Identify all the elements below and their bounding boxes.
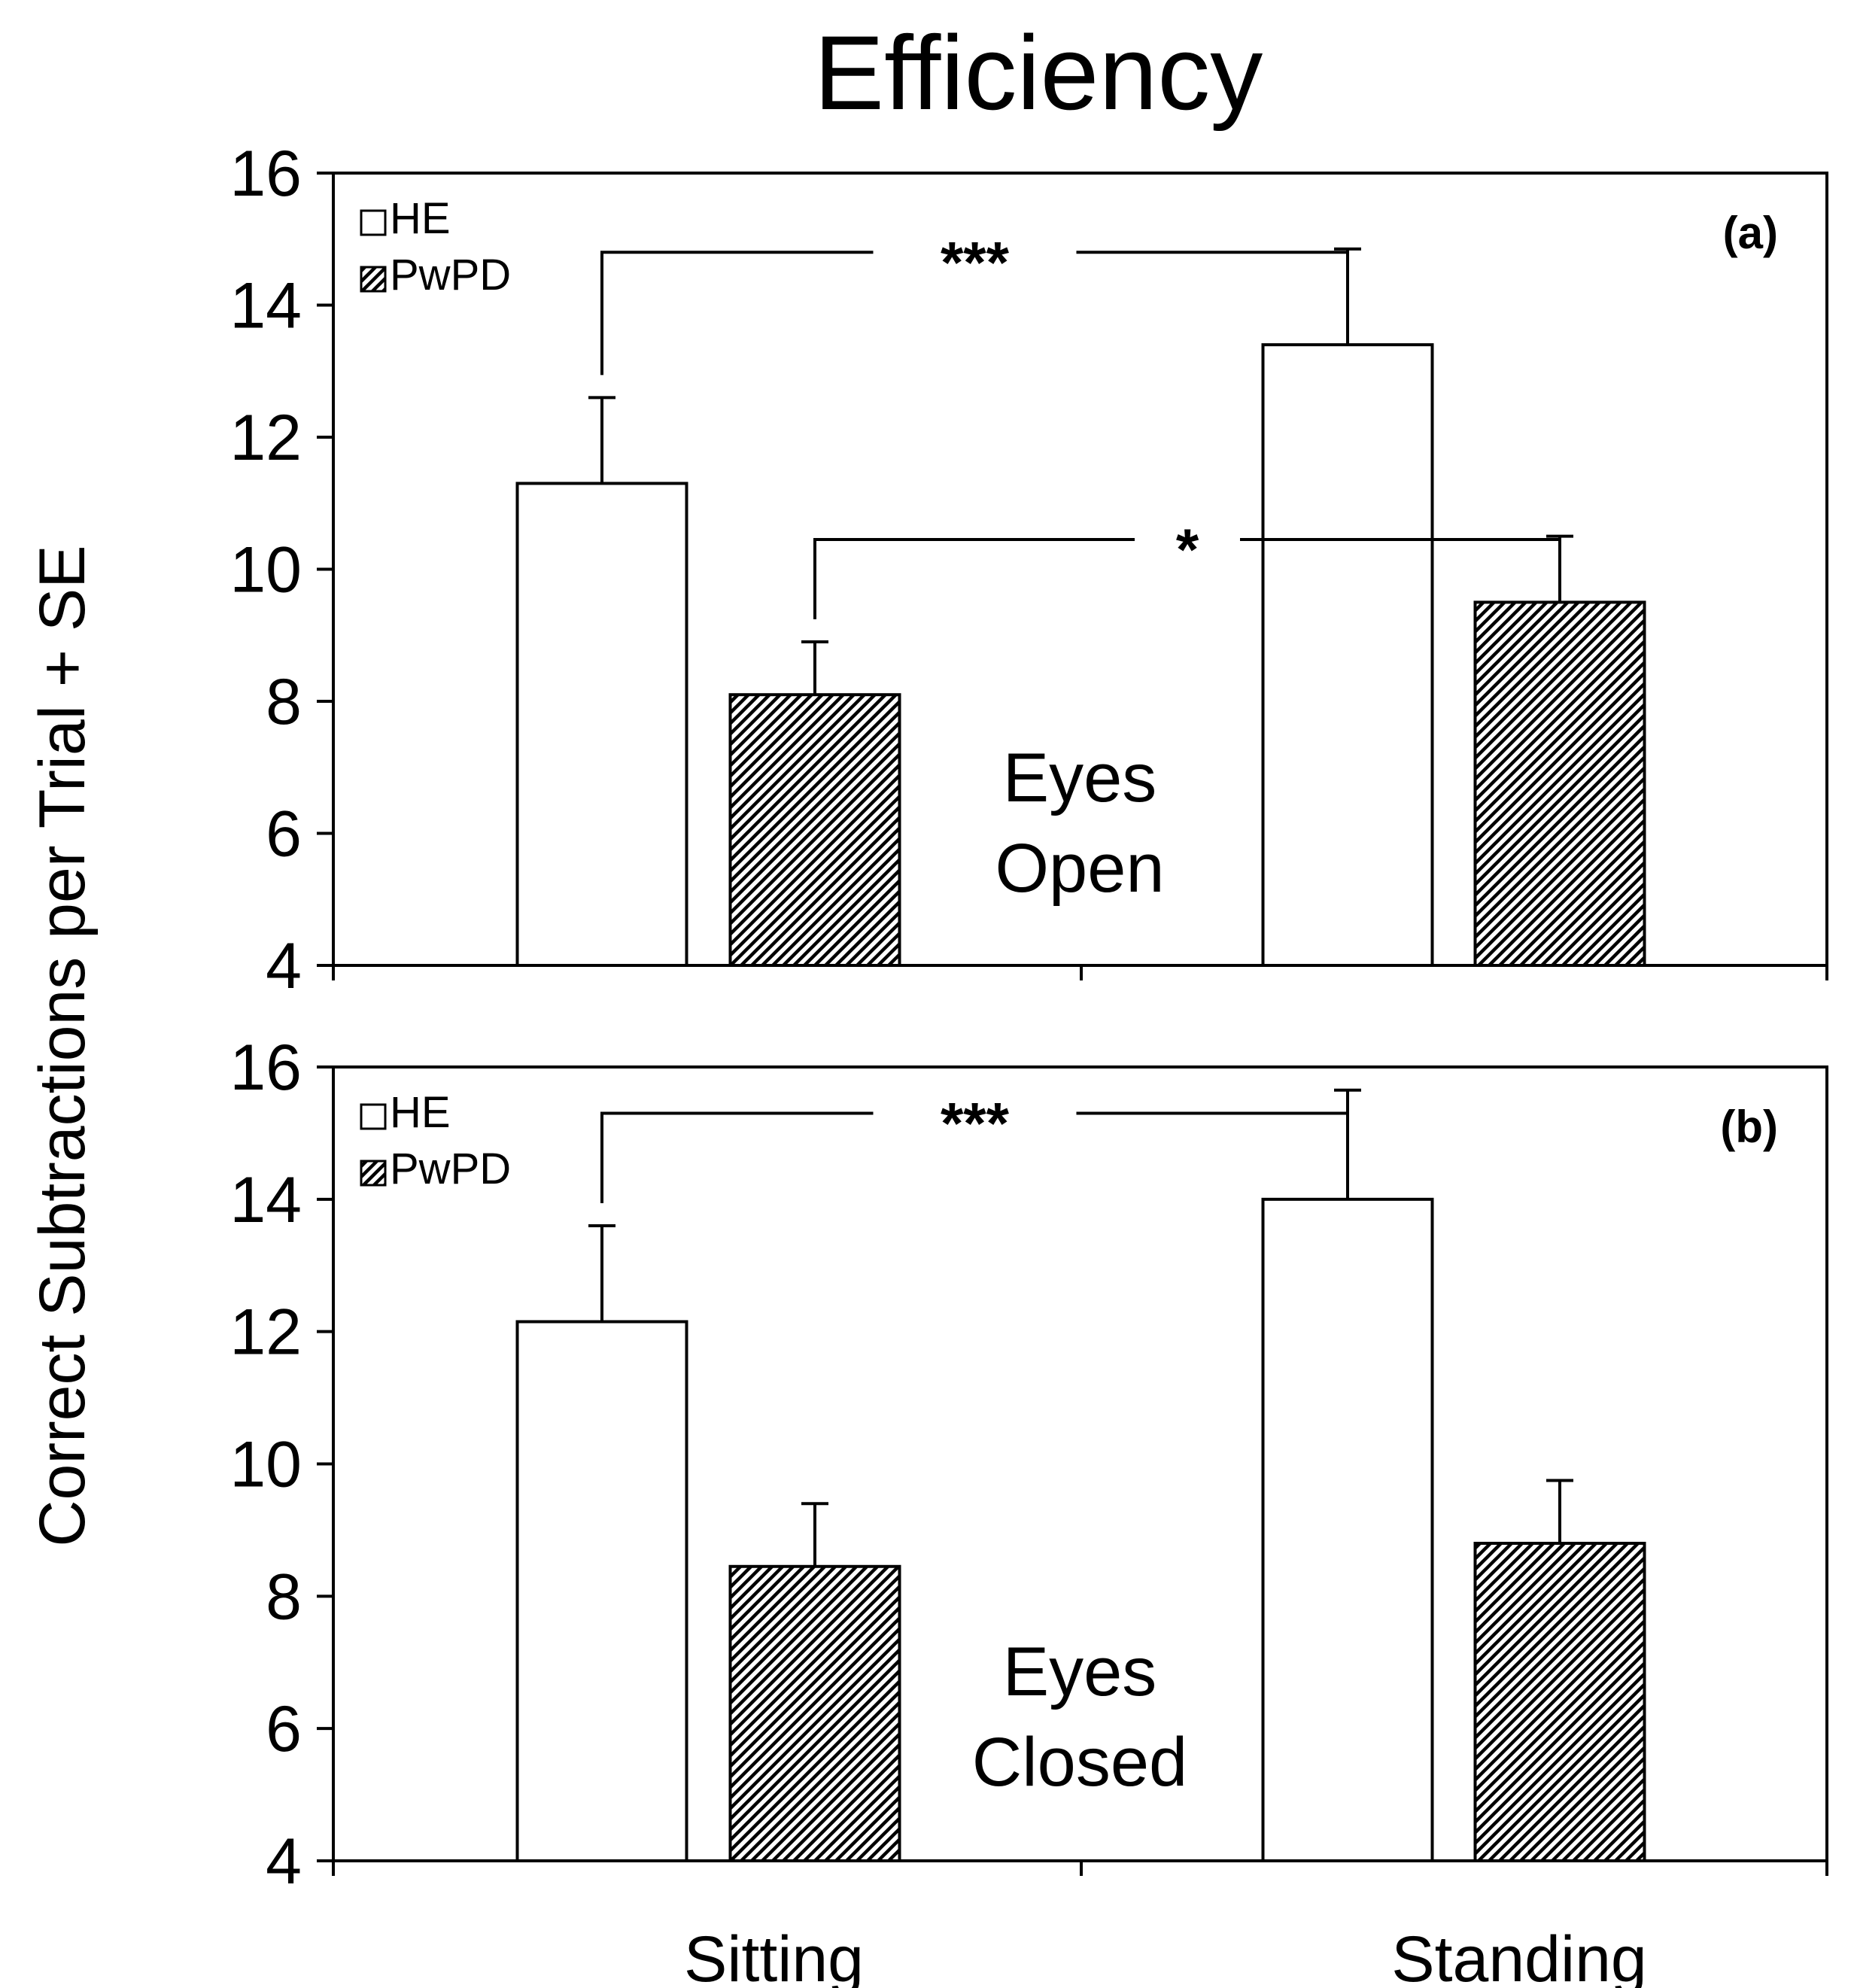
panel-tag: (b) — [1720, 1102, 1778, 1152]
y-tick-label: 14 — [229, 270, 302, 342]
legend-swatch-pwpd — [360, 1160, 387, 1187]
y-tick-label: 4 — [266, 930, 302, 1002]
y-tick-label: 4 — [266, 1825, 302, 1898]
significance-label: *** — [941, 1090, 1010, 1157]
legend-swatch-he — [360, 209, 387, 236]
y-tick-label: 16 — [229, 1032, 302, 1104]
x-category-label: Sitting — [684, 1923, 864, 1988]
bar-pwpd-sitting — [728, 693, 901, 967]
bar-he-standing — [1261, 1197, 1434, 1863]
y-tick-label: 12 — [229, 402, 302, 474]
bar-he-sitting — [515, 1320, 688, 1862]
significance-label: *** — [941, 229, 1010, 295]
panel-tag: (a) — [1723, 208, 1778, 258]
y-tick-label: 12 — [229, 1296, 302, 1369]
legend-swatch-pwpd — [360, 266, 387, 293]
legend-label-he: HE — [390, 1088, 451, 1137]
legend-swatch-he — [360, 1103, 387, 1130]
y-tick-label: 10 — [229, 1429, 302, 1501]
bar-pwpd-standing — [1473, 600, 1646, 967]
bar-he-standing — [1261, 343, 1434, 967]
y-axis-label: Correct Subtractions per Trial + SE — [26, 545, 99, 1546]
y-tick-label: 8 — [266, 1561, 302, 1633]
bar-he-sitting — [515, 482, 688, 967]
y-tick-label: 14 — [229, 1164, 302, 1236]
significance-bracket — [600, 251, 1348, 375]
y-tick-label: 10 — [229, 534, 302, 606]
x-category-label: Standing — [1391, 1923, 1647, 1988]
significance-label: * — [1176, 516, 1199, 582]
condition-label: Open — [995, 830, 1164, 907]
significance-bracket — [813, 538, 1560, 620]
condition-label: Eyes — [1003, 740, 1157, 816]
condition-label: Eyes — [1003, 1634, 1157, 1710]
legend-label-pwpd: PwPD — [390, 1144, 511, 1193]
bar-pwpd-sitting — [728, 1564, 901, 1862]
panel-b-eyes-closed: 4 6 8 10 12 14 16 *** HE PwPD (b) Eyes Closed Sitting… — [229, 1032, 1828, 1988]
significance-bracket — [600, 1111, 1348, 1203]
y-tick-label: 8 — [266, 666, 302, 738]
y-tick-label: 6 — [266, 798, 302, 871]
y-tick-label: 16 — [229, 138, 302, 210]
legend-label-pwpd: PwPD — [390, 251, 511, 299]
y-tick-label: 6 — [266, 1693, 302, 1765]
figure-title: Efficiency — [814, 14, 1263, 132]
condition-label: Closed — [972, 1724, 1187, 1801]
legend-label-he: HE — [390, 194, 451, 243]
bar-pwpd-standing — [1473, 1542, 1646, 1862]
